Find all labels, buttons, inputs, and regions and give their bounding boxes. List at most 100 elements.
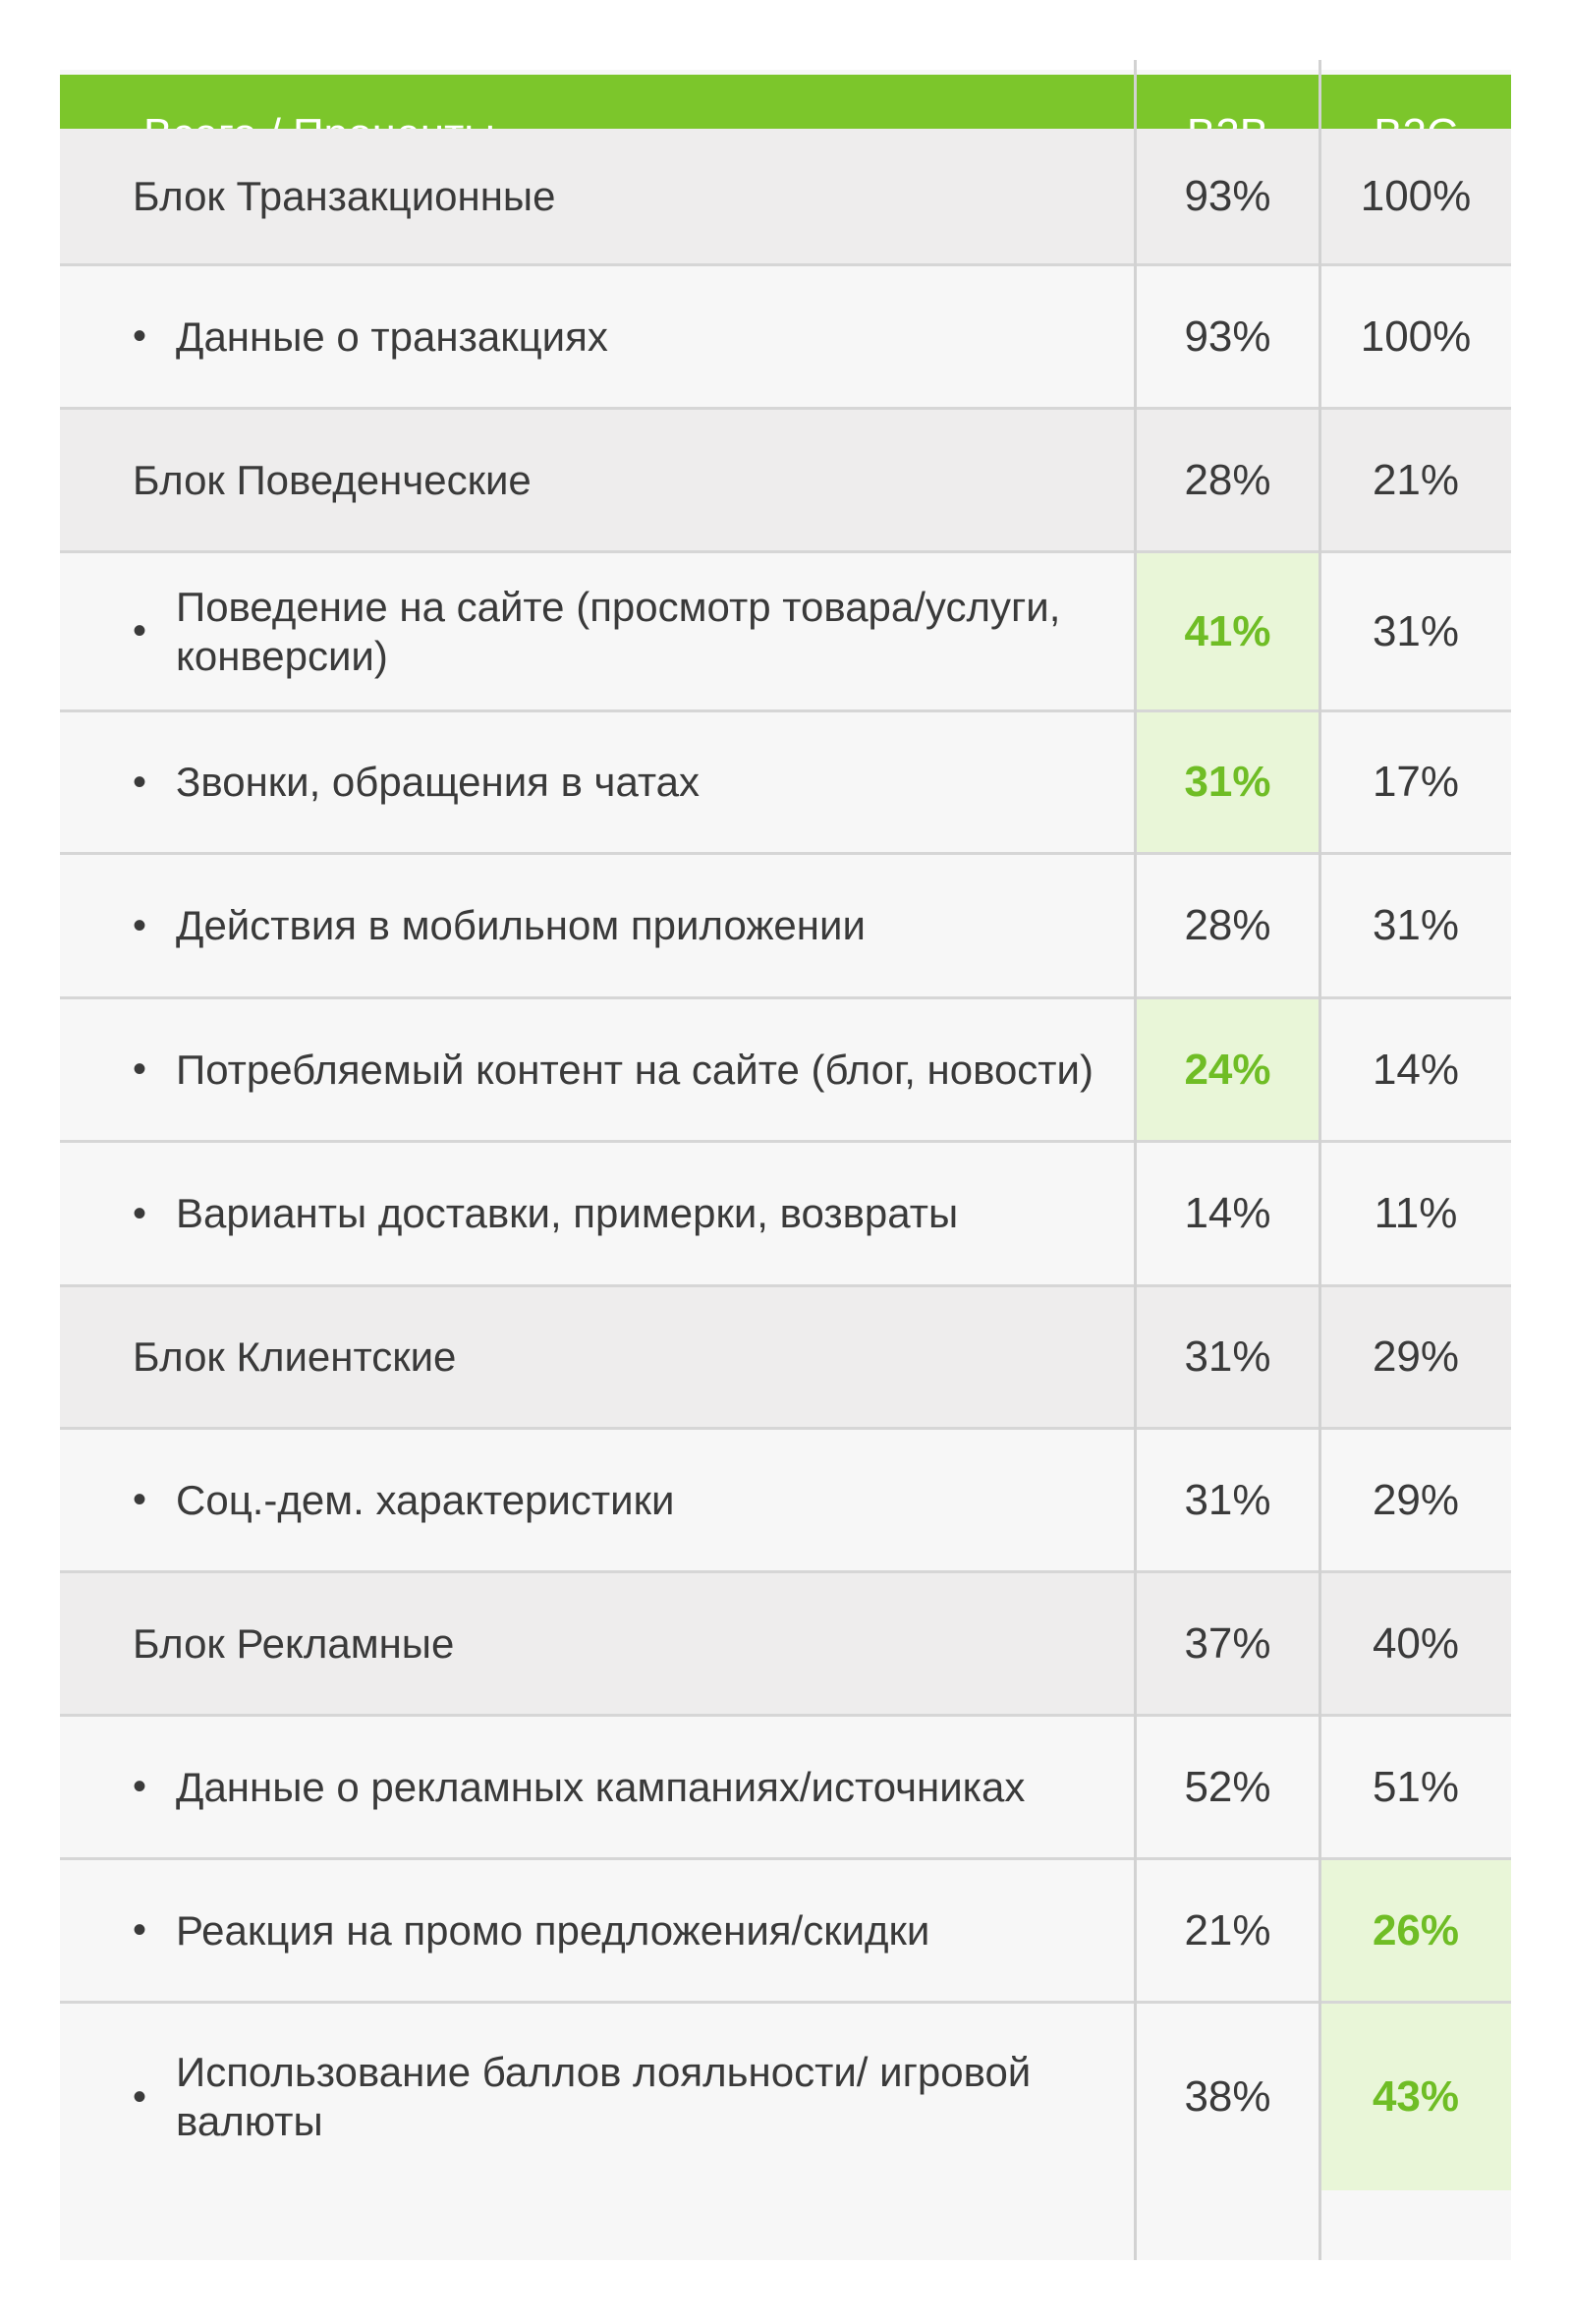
- b2b-value: 28%: [1184, 901, 1271, 949]
- bullet-icon: •: [133, 1191, 147, 1235]
- row-label-cell: • Реакция на промо предложения/скидки: [60, 1860, 1135, 2001]
- b2c-value: 31%: [1372, 901, 1460, 949]
- b2b-value-cell: 28%: [1135, 410, 1320, 550]
- b2c-value-cell: 11%: [1320, 1143, 1511, 1284]
- row-label-cell: • Соц.-дем. характеристики: [60, 1430, 1135, 1570]
- bullet-icon: •: [133, 1765, 147, 1808]
- row-label: Звонки, обращения в чатах: [176, 759, 700, 805]
- b2b-value: 93%: [1184, 171, 1271, 220]
- column-divider-b2c: [1319, 60, 1321, 2260]
- row-label-cell: • Поведение на сайте (просмотр товара/усл…: [60, 553, 1135, 709]
- b2c-value-cell: 17%: [1320, 712, 1511, 852]
- row-label: Блок Рекламные: [133, 1619, 455, 1667]
- b2b-value: 31%: [1184, 1475, 1271, 1524]
- row-label: Поведение на сайте (просмотр товара/услу…: [176, 583, 1061, 679]
- b2c-value-cell: 100%: [1320, 129, 1511, 263]
- b2c-value: 21%: [1372, 455, 1460, 504]
- b2c-value-cell: 100%: [1320, 266, 1511, 407]
- table-row: • Соц.-дем. характеристики 31% 29%: [60, 1430, 1511, 1573]
- b2c-value: 29%: [1372, 1332, 1460, 1381]
- table-row: • Поведение на сайте (просмотр товара/усл…: [60, 553, 1511, 712]
- b2b-value-cell: 93%: [1135, 266, 1320, 407]
- b2b-value: 21%: [1184, 1905, 1271, 1955]
- b2c-value-cell: 51%: [1320, 1717, 1511, 1857]
- table-row: • Данные о транзакциях 93% 100%: [60, 266, 1511, 410]
- b2c-value-cell: 43%: [1320, 2004, 1511, 2190]
- row-label: Блок Поведенческие: [133, 456, 532, 503]
- b2c-value: 31%: [1372, 606, 1460, 655]
- row-label-cell: • Потребляемый контент на сайте (блог, но…: [60, 999, 1135, 1140]
- row-label: Данные о рекламных кампаниях/источниках: [176, 1763, 1026, 1810]
- row-label-cell: • Варианты доставки, примерки, возвраты: [60, 1143, 1135, 1284]
- row-label-cell: Блок Клиентские: [60, 1287, 1135, 1427]
- row-label-cell: Блок Транзакционные: [60, 129, 1135, 263]
- table-row-block: Блок Рекламные 37% 40%: [60, 1573, 1511, 1717]
- row-label-cell: • Использование баллов лояльности/ игрово…: [60, 2004, 1135, 2190]
- b2b-value-cell: 31%: [1135, 1430, 1320, 1570]
- b2c-value: 26%: [1372, 1905, 1460, 1955]
- table-row: • Реакция на промо предложения/скидки 21% 2…: [60, 1860, 1511, 2004]
- b2b-value-cell: 21%: [1135, 1860, 1320, 2001]
- b2c-value: 100%: [1360, 312, 1472, 361]
- b2c-value-cell: 29%: [1320, 1430, 1511, 1570]
- b2b-value: 37%: [1184, 1618, 1271, 1668]
- b2c-value: 40%: [1372, 1618, 1460, 1668]
- row-label: Соц.-дем. характеристики: [176, 1476, 675, 1523]
- b2b-value-cell: 37%: [1135, 1573, 1320, 1714]
- b2b-value: 31%: [1184, 1332, 1271, 1381]
- row-label-cell: • Звонки, обращения в чатах: [60, 712, 1135, 852]
- b2b-value-cell: 31%: [1135, 1287, 1320, 1427]
- b2b-value: 93%: [1184, 312, 1271, 361]
- row-label: Данные о транзакциях: [176, 312, 608, 360]
- b2b-value-cell: 31%: [1135, 712, 1320, 852]
- bullet-icon: •: [133, 1048, 147, 1091]
- row-label-cell: • Данные о рекламных кампаниях/источниках: [60, 1717, 1135, 1857]
- b2c-value: 14%: [1372, 1045, 1460, 1094]
- row-label: Варианты доставки, примерки, возвраты: [176, 1190, 959, 1236]
- b2c-value-cell: 31%: [1320, 553, 1511, 709]
- b2c-value-cell: 14%: [1320, 999, 1511, 1140]
- table-row-block: Блок Транзакционные 93% 100%: [60, 129, 1511, 266]
- column-divider-b2b: [1134, 60, 1137, 2260]
- table-row: • Потребляемый контент на сайте (блог, но…: [60, 999, 1511, 1143]
- b2b-value: 52%: [1184, 1762, 1271, 1811]
- b2b-value-cell: 24%: [1135, 999, 1320, 1140]
- b2b-value: 14%: [1184, 1189, 1271, 1237]
- table-row: • Варианты доставки, примерки, возвраты 14…: [60, 1143, 1511, 1287]
- b2b-value-cell: 14%: [1135, 1143, 1320, 1284]
- table-row-block: Блок Клиентские 31% 29%: [60, 1287, 1511, 1430]
- table-row-block: Блок Поведенческие 28% 21%: [60, 410, 1511, 553]
- bullet-icon: •: [133, 1908, 147, 1952]
- b2b-value: 31%: [1184, 758, 1271, 806]
- row-label: Блок Клиентские: [133, 1333, 457, 1380]
- b2b-value: 41%: [1184, 606, 1271, 655]
- table-row: • Звонки, обращения в чатах 31% 17%: [60, 712, 1511, 855]
- table-row: • Использование баллов лояльности/ игрово…: [60, 2004, 1511, 2190]
- b2c-value-cell: 21%: [1320, 410, 1511, 550]
- row-label: Действия в мобильном приложении: [176, 902, 866, 948]
- b2b-value-cell: 28%: [1135, 855, 1320, 996]
- b2c-value-cell: 31%: [1320, 855, 1511, 996]
- b2c-value: 29%: [1372, 1475, 1460, 1524]
- bullet-icon: •: [133, 760, 147, 804]
- bullet-icon: •: [133, 314, 147, 358]
- b2c-value: 43%: [1372, 2072, 1460, 2121]
- b2b-value: 28%: [1184, 455, 1271, 504]
- data-table: Всего / Проценты B2B B2C Блок Транзакцио…: [60, 70, 1511, 2260]
- b2c-value: 17%: [1372, 758, 1460, 806]
- b2b-value: 38%: [1184, 2072, 1271, 2121]
- row-label: Реакция на промо предложения/скидки: [176, 1906, 930, 1954]
- b2b-value: 24%: [1184, 1045, 1271, 1094]
- bullet-icon: •: [133, 2074, 147, 2119]
- row-label-cell: • Данные о транзакциях: [60, 266, 1135, 407]
- row-label-cell: Блок Поведенческие: [60, 410, 1135, 550]
- b2c-value-cell: 40%: [1320, 1573, 1511, 1714]
- table-row: • Данные о рекламных кампаниях/источниках…: [60, 1717, 1511, 1860]
- row-label-cell: Блок Рекламные: [60, 1573, 1135, 1714]
- table-row: • Действия в мобильном приложении 28% 31%: [60, 855, 1511, 999]
- b2b-value-cell: 38%: [1135, 2004, 1320, 2190]
- bullet-icon: •: [133, 609, 147, 652]
- b2b-value-cell: 41%: [1135, 553, 1320, 709]
- b2c-value-cell: 26%: [1320, 1860, 1511, 2001]
- b2c-value: 100%: [1360, 171, 1472, 220]
